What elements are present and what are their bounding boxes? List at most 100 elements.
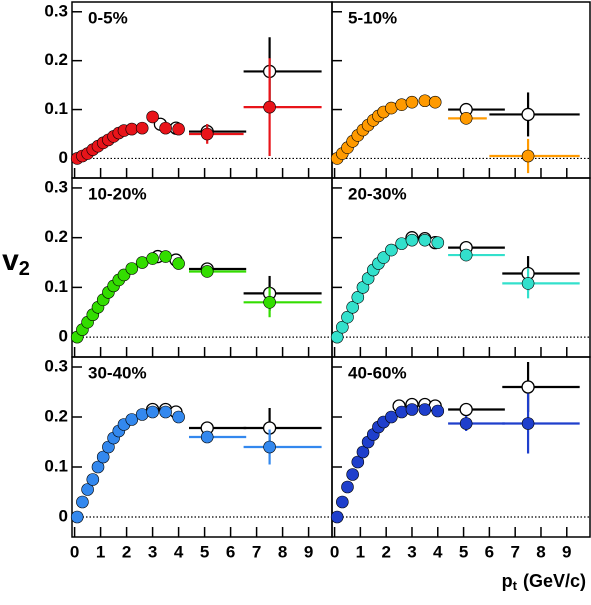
point <box>405 233 419 247</box>
x-tick-label: 8 <box>278 542 287 561</box>
point <box>81 483 94 496</box>
panel-title: 30-40% <box>88 363 147 382</box>
point <box>459 417 473 430</box>
y-label-main: v <box>2 244 19 277</box>
point <box>330 510 344 524</box>
panel-frame <box>331 356 591 538</box>
point <box>125 262 139 275</box>
point <box>521 277 535 290</box>
y-tick-label: 0.1 <box>44 99 68 118</box>
point <box>159 405 172 419</box>
x-label-main: p <box>502 571 513 591</box>
panel-title: 40-60% <box>348 363 407 382</box>
point <box>521 417 535 430</box>
y-tick-label: 0.2 <box>44 406 68 425</box>
point <box>172 410 185 424</box>
x-axis-label: pt (GeV/c) <box>502 571 586 594</box>
point <box>200 127 214 141</box>
panel-title: 20-30% <box>348 184 407 203</box>
point <box>70 510 84 524</box>
point <box>76 495 89 509</box>
point <box>405 95 419 109</box>
x-tick-label: 9 <box>304 542 313 561</box>
x-tick-label: 4 <box>433 542 443 561</box>
x-tick-label: 6 <box>226 542 235 561</box>
point <box>86 473 100 486</box>
panel-title: 5-10% <box>348 8 397 27</box>
point <box>125 413 139 426</box>
x-tick-label: 3 <box>407 542 416 561</box>
point <box>200 265 214 278</box>
y-tick-label: 0.3 <box>44 1 68 20</box>
point <box>377 251 390 264</box>
x-label-unit: (GeV/c) <box>523 571 586 591</box>
point <box>96 450 110 464</box>
x-tick-label: 2 <box>381 542 390 561</box>
point <box>395 98 408 111</box>
point <box>146 405 159 419</box>
point <box>330 330 344 344</box>
y-axis-label: v2 <box>2 244 30 280</box>
point <box>405 403 419 416</box>
y-tick-label: 0.1 <box>44 277 68 296</box>
y-tick-label: 0.2 <box>44 227 68 246</box>
x-tick-label: 9 <box>562 542 571 561</box>
point <box>459 402 473 417</box>
x-tick-label: 4 <box>174 542 184 561</box>
point <box>159 121 172 135</box>
y-label-sub: 2 <box>19 258 30 280</box>
point <box>341 480 354 494</box>
point <box>385 410 398 424</box>
point <box>341 310 354 324</box>
panel-title: 0-5% <box>88 8 128 27</box>
x-tick-label: 3 <box>148 542 157 561</box>
x-tick-label: 8 <box>536 542 545 561</box>
panel-frame <box>71 1 333 179</box>
point <box>263 440 276 454</box>
x-tick-label: 0 <box>330 542 339 561</box>
x-tick-label: 5 <box>459 542 468 561</box>
point <box>459 112 473 125</box>
x-tick-label: 7 <box>510 542 519 561</box>
point <box>91 460 105 474</box>
point <box>172 257 185 270</box>
point <box>521 380 535 394</box>
point <box>146 110 159 124</box>
y-tick-label: 0.1 <box>44 456 68 475</box>
point <box>346 468 359 481</box>
y-tick-label: 0.3 <box>44 356 68 375</box>
point <box>346 300 359 314</box>
point <box>395 405 408 419</box>
x-tick-label: 1 <box>96 542 105 561</box>
panel-frame <box>331 1 591 179</box>
point <box>521 149 535 163</box>
point <box>428 95 442 109</box>
point <box>263 100 276 114</box>
point <box>200 430 214 444</box>
point <box>521 107 535 122</box>
x-tick-label: 6 <box>485 542 494 561</box>
point <box>459 248 473 262</box>
point <box>351 455 365 469</box>
point <box>135 408 149 421</box>
point <box>336 495 349 509</box>
point <box>418 233 432 247</box>
x-tick-label: 0 <box>70 542 79 561</box>
point <box>146 252 159 265</box>
x-tick-label: 2 <box>122 542 131 561</box>
y-tick-label: 0 <box>59 506 68 525</box>
point <box>418 403 432 416</box>
x-tick-label: 1 <box>356 542 365 561</box>
point <box>385 243 398 257</box>
y-tick-label: 0.3 <box>44 177 68 196</box>
point <box>263 296 276 309</box>
panel-title: 10-20% <box>88 184 147 203</box>
point <box>336 320 349 334</box>
x-label-sub: t <box>513 578 518 593</box>
point <box>351 291 365 304</box>
point <box>172 122 185 136</box>
y-tick-label: 0 <box>59 148 68 167</box>
point <box>135 121 149 135</box>
